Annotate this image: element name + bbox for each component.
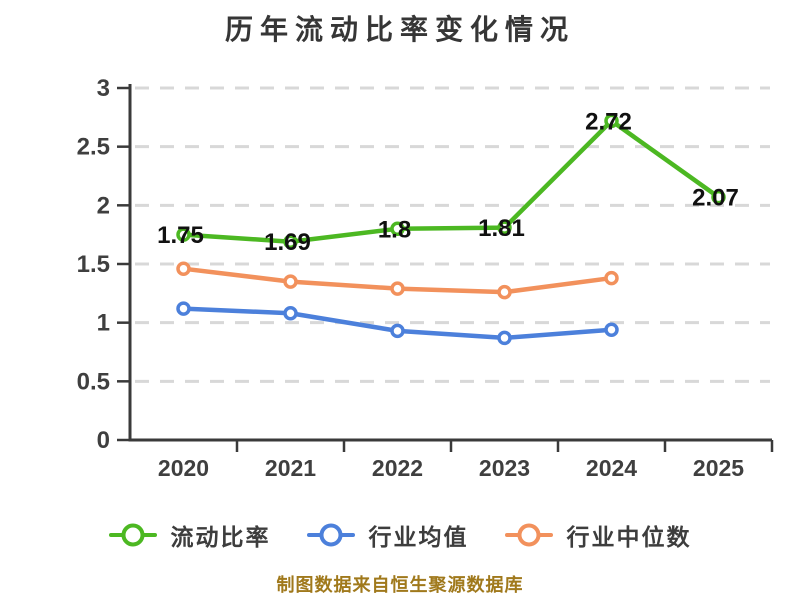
data-label-current-ratio-2022: 1.8 <box>378 216 411 243</box>
current-ratio-legend-marker-icon <box>108 522 157 548</box>
legend: 流动比率 行业均值 行业中位数 <box>0 518 800 552</box>
y-tick-label: 2.5 <box>77 134 110 161</box>
legend-label: 行业中位数 <box>566 524 692 550</box>
x-tick-label: 2022 <box>372 455 423 481</box>
legend-label: 行业均值 <box>368 524 469 550</box>
data-point-industry-average-2020[interactable] <box>176 301 191 316</box>
y-tick-label: 0.5 <box>77 368 110 395</box>
x-tick-label: 2024 <box>586 455 637 481</box>
data-point-current-ratio-2021[interactable] <box>283 234 298 249</box>
data-point-industry-average-2024[interactable] <box>604 322 619 337</box>
x-tick-label: 2023 <box>479 455 530 481</box>
y-tick-label: 1.5 <box>77 251 110 278</box>
data-point-current-ratio-2025[interactable] <box>711 189 726 205</box>
data-point-industry-median-2020[interactable] <box>176 261 191 276</box>
data-point-industry-median-2023[interactable] <box>497 284 512 300</box>
data-point-current-ratio-2023[interactable] <box>497 220 512 235</box>
data-point-current-ratio-2022[interactable] <box>390 221 405 237</box>
data-label-current-ratio-2025: 2.07 <box>692 185 739 212</box>
data-point-industry-median-2021[interactable] <box>283 274 298 289</box>
data-label-current-ratio-2024: 2.72 <box>585 108 632 135</box>
y-tick-label: 1 <box>97 310 110 337</box>
industry-average-legend-marker-icon <box>306 522 355 548</box>
x-tick-label: 2020 <box>158 455 209 481</box>
data-source-note: 制图数据来自恒生聚源数据库 <box>276 575 524 595</box>
data-point-current-ratio-2020[interactable] <box>176 227 191 242</box>
data-point-industry-median-2024[interactable] <box>604 270 619 286</box>
legend-item-current-ratio[interactable]: 流动比率 <box>108 518 271 552</box>
y-tick-label: 3 <box>97 75 110 102</box>
data-point-industry-average-2023[interactable] <box>497 330 512 346</box>
data-point-industry-average-2021[interactable] <box>283 306 298 321</box>
x-tick-label: 2025 <box>693 455 744 481</box>
data-label-current-ratio-2020: 1.75 <box>157 222 204 249</box>
chart-title: 历年流动比率变化情况 <box>224 14 575 45</box>
x-tick-label: 2021 <box>265 455 316 481</box>
industry-median-legend-marker-icon <box>504 522 553 548</box>
y-tick-label: 0 <box>97 427 110 454</box>
series-line-current-ratio <box>181 118 721 244</box>
legend-item-industry-average[interactable]: 行业均值 <box>306 518 469 552</box>
data-point-industry-median-2022[interactable] <box>390 281 405 296</box>
data-label-current-ratio-2023: 1.81 <box>478 215 525 242</box>
legend-item-industry-median[interactable]: 行业中位数 <box>504 518 692 552</box>
data-label-current-ratio-2021: 1.69 <box>264 229 311 256</box>
legend-label: 流动比率 <box>170 524 271 550</box>
data-point-industry-average-2022[interactable] <box>390 323 405 339</box>
data-point-current-ratio-2024[interactable] <box>604 113 619 129</box>
y-tick-label: 2 <box>97 192 110 219</box>
